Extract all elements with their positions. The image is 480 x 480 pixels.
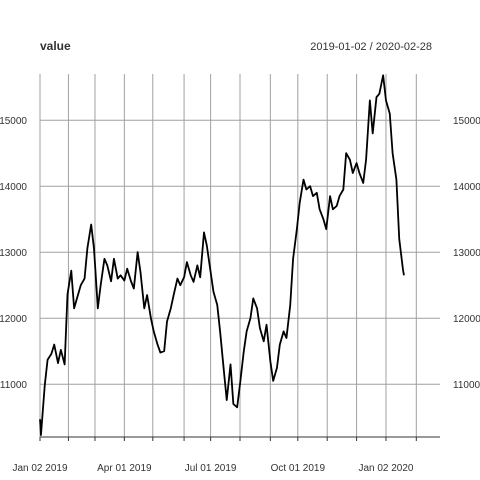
y-tick-label-left-11000: 11000: [0, 380, 27, 391]
x-tick-label-2020-01-02: Jan 02 2020: [358, 463, 413, 474]
y-tick-label-left-12000: 12000: [0, 314, 27, 325]
y-axis-right: 11000 12000 13000 14000 15000: [453, 116, 480, 391]
y-axis-left: 11000 12000 13000 14000 15000: [0, 116, 27, 391]
chart-date-range: 2019-01-02 / 2020-02-28: [310, 41, 432, 53]
y-tick-label-left-14000: 14000: [0, 182, 27, 193]
x-axis: Jan 02 2019 Apr 01 2019 Jul 01 2019 Oct 01 …: [12, 436, 440, 474]
y-tick-label-right-15000: 15000: [453, 116, 480, 127]
series-line-value: [39, 74, 405, 436]
y-tick-label-right-13000: 13000: [453, 248, 480, 259]
series-group: [39, 74, 405, 436]
y-tick-label-right-14000: 14000: [453, 182, 480, 193]
y-tick-label-right-11000: 11000: [453, 380, 480, 391]
y-tick-label-left-15000: 15000: [0, 116, 27, 127]
x-tick-label-2019-10-01: Oct 01 2019: [271, 463, 326, 474]
y-tick-label-left-13000: 13000: [0, 248, 27, 259]
y-tick-label-right-12000: 12000: [453, 314, 480, 325]
x-tick-label-2019-07-01: Jul 01 2019: [185, 463, 237, 474]
x-tick-label-2019-01-02: Jan 02 2019: [12, 463, 67, 474]
x-tick-label-2019-04-01: Apr 01 2019: [97, 463, 152, 474]
chart-title: value: [40, 39, 71, 53]
